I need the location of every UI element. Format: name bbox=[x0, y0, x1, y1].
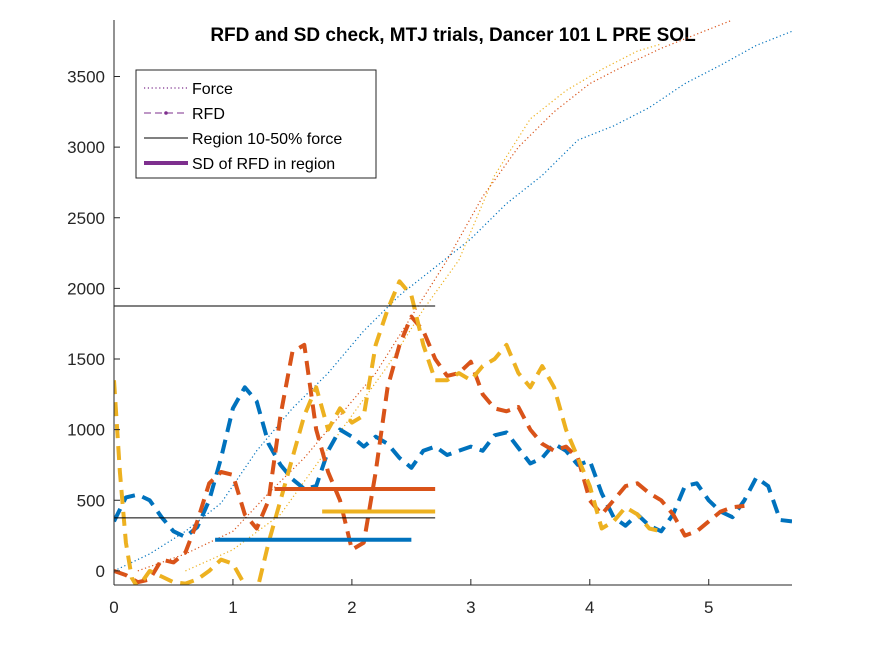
rfd-line-1 bbox=[114, 385, 792, 539]
legend: Force RFD Region 10-50% force SD of RFD in … bbox=[135, 69, 377, 179]
legend-label-3: Region 10-50% force bbox=[192, 131, 342, 148]
axes-layer: 0 1 2 3 4 5 0 500 1000 1500 2000 2500 3000 3500 bbox=[67, 20, 792, 617]
x-tick-label: 3 bbox=[466, 598, 475, 617]
x-tick-label: 5 bbox=[704, 598, 713, 617]
legend-marker bbox=[164, 111, 168, 115]
y-tick-label: 3000 bbox=[67, 138, 105, 157]
y-tick-label: 2000 bbox=[67, 279, 105, 298]
rfd-line-2 bbox=[114, 314, 745, 585]
force-line-3 bbox=[185, 43, 662, 572]
legend-label-4: SD of RFD in region bbox=[192, 156, 335, 173]
x-tick-label: 4 bbox=[585, 598, 594, 617]
y-tick-label: 2500 bbox=[67, 209, 105, 228]
x-tick-label: 0 bbox=[109, 598, 118, 617]
force-line-2 bbox=[137, 20, 733, 572]
force-line-1 bbox=[114, 30, 792, 572]
legend-label-2: RFD bbox=[192, 106, 225, 123]
y-tick-label: 1000 bbox=[67, 421, 105, 440]
rfd-line-3 bbox=[114, 279, 662, 585]
y-tick-label: 3500 bbox=[67, 68, 105, 87]
chart-title: RFD and SD check, MTJ trials, Dancer 101… bbox=[210, 25, 696, 46]
legend-label-1: Force bbox=[192, 81, 233, 98]
y-tick-label: 1500 bbox=[67, 350, 105, 369]
legend-box bbox=[135, 69, 377, 179]
y-tick-label: 0 bbox=[96, 562, 105, 581]
series-layer bbox=[114, 20, 792, 585]
x-tick-label: 1 bbox=[228, 598, 237, 617]
x-tick-label: 2 bbox=[347, 598, 356, 617]
y-tick-label: 500 bbox=[77, 491, 105, 510]
